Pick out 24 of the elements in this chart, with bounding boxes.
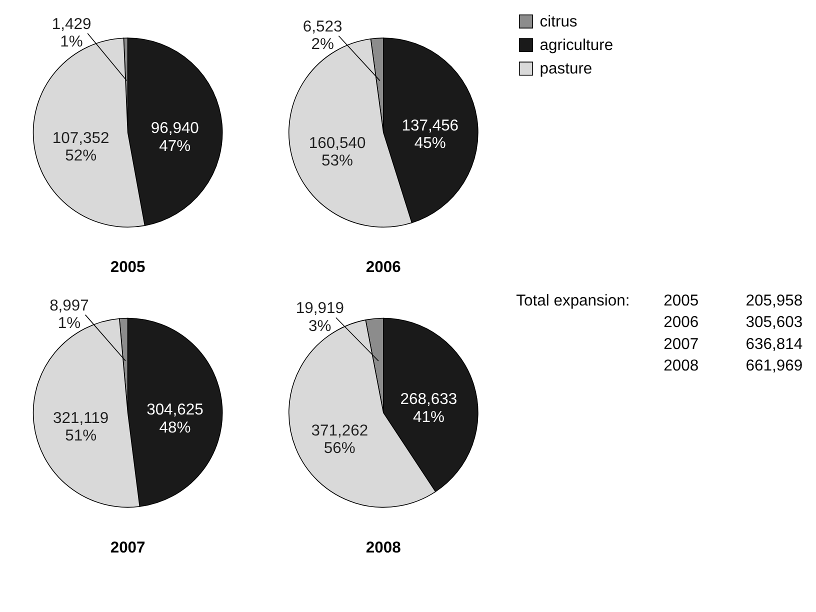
text: 2005	[110, 259, 146, 276]
text: Total expansion:	[516, 292, 630, 310]
data-label: 6,523 2%	[302, 18, 343, 54]
data-label: 137,456 45%	[402, 117, 459, 152]
text: 2006	[366, 259, 402, 276]
text: 2007	[110, 539, 146, 556]
text: 2006 305,603	[664, 314, 803, 332]
data-label: 96,940 47%	[150, 120, 200, 155]
text: 2008 661,969	[664, 357, 803, 374]
data-label: 321,119 51%	[52, 410, 109, 444]
data-label: 8,997 1%	[50, 297, 89, 332]
data-label: 107,352 52%	[52, 130, 110, 164]
text: 2005 205,958	[664, 292, 803, 310]
data-label: 160,540 53%	[308, 134, 366, 170]
data-label: 1,429 1%	[52, 16, 92, 51]
data-label: 19,919 3%	[296, 300, 344, 335]
legend-label: citrus	[540, 13, 578, 30]
legend-label: pasture	[540, 60, 592, 78]
text: 2008	[366, 539, 402, 556]
text: 2007 636,814	[664, 336, 803, 353]
data-label: 371,262 56%	[311, 422, 368, 458]
data-label: 268,633 41%	[400, 391, 458, 426]
data-label: 304,625 48%	[146, 402, 204, 436]
legend-label: agriculture	[540, 36, 614, 54]
